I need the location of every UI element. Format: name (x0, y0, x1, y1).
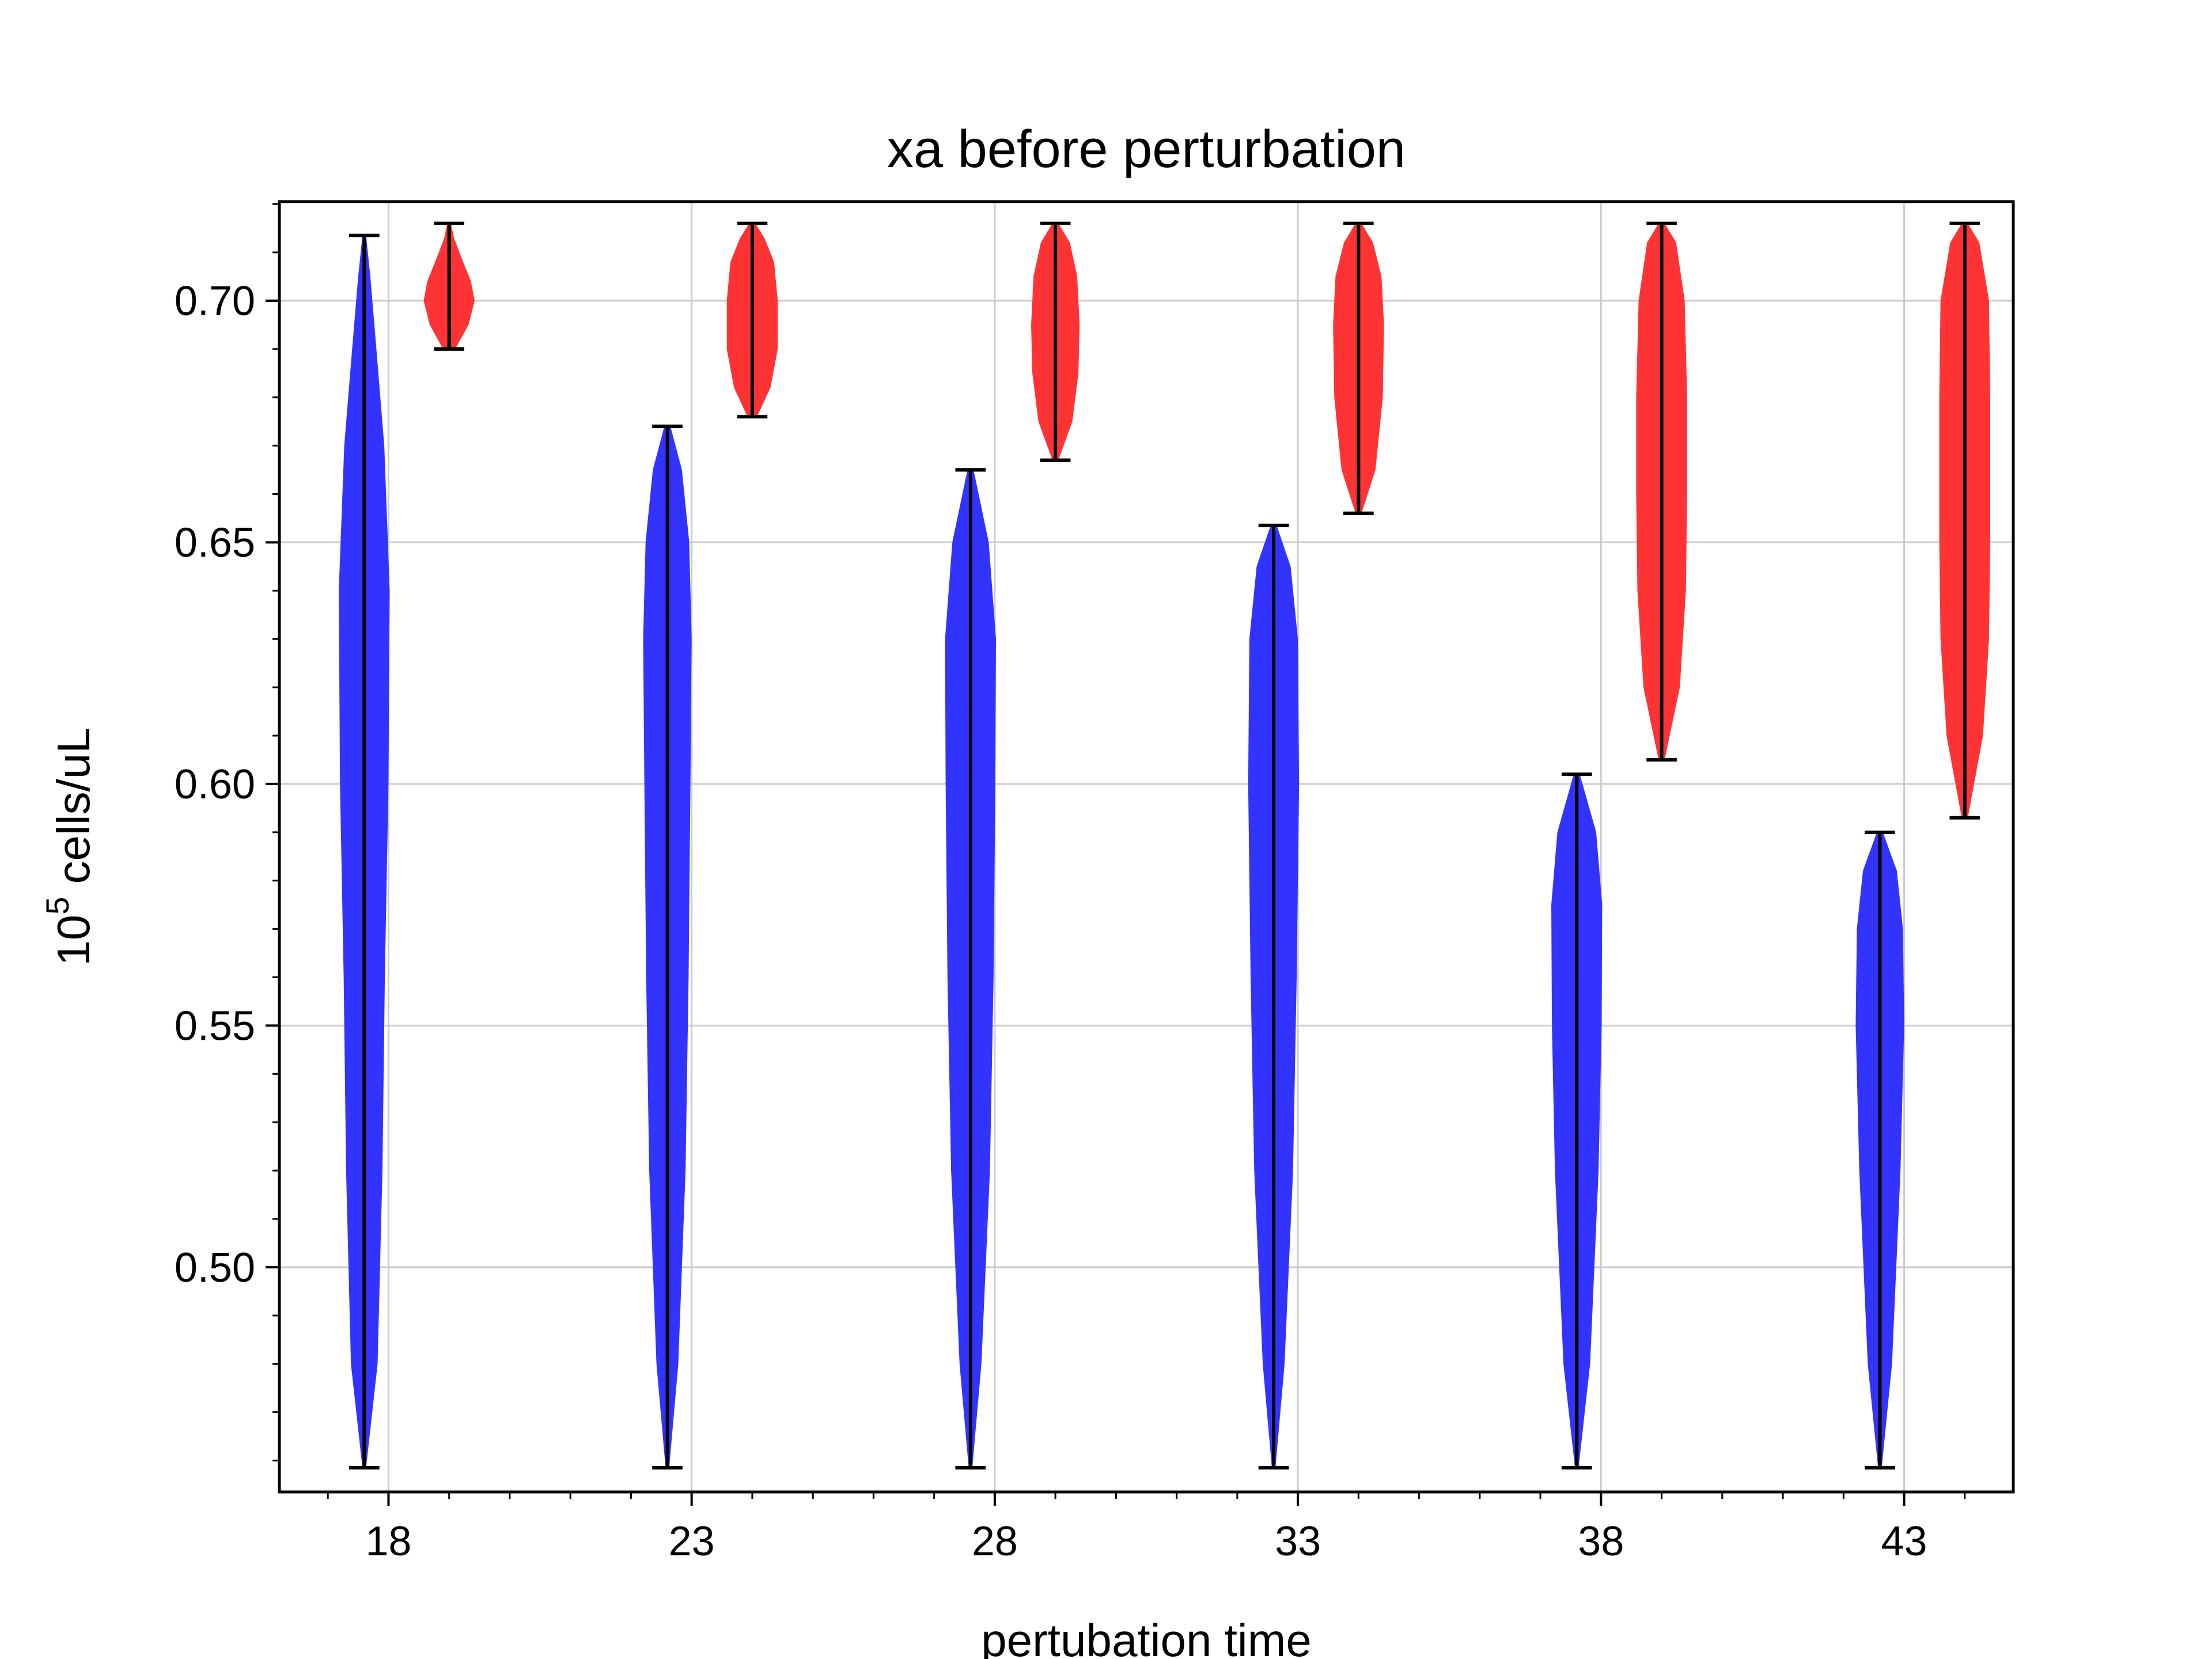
y-tick-label: 0.60 (175, 762, 255, 808)
plot-area-frame (278, 200, 2015, 1494)
x-tick-label: 33 (1275, 1518, 1321, 1565)
x-tick-label: 28 (972, 1518, 1018, 1565)
y-tick-label: 0.70 (175, 278, 255, 324)
x-tick-label: 38 (1578, 1518, 1624, 1565)
y-tick-label: 0.65 (175, 520, 255, 566)
axis-ticks: 18 23 28 33 38 43 0.50 0.55 0.60 0.65 0.70 (175, 203, 1966, 1565)
y-axis-label: 105 cells/uL (39, 728, 99, 966)
y-tick-label: 0.55 (175, 1003, 255, 1049)
x-tick-label: 23 (669, 1518, 715, 1565)
chart-title: xa before perturbation (887, 120, 1406, 179)
y-axis-label-rest: cells/uL (48, 728, 99, 896)
x-tick-label: 18 (365, 1518, 411, 1565)
y-axis-label-exponent: 5 (39, 897, 75, 915)
x-tick-label: 43 (1881, 1518, 1927, 1565)
x-axis-label: pertubation time (981, 1615, 1312, 1659)
range-bars (349, 221, 1980, 1470)
y-tick-label: 0.50 (175, 1245, 255, 1291)
y-axis-label-base: 10 (48, 915, 99, 966)
